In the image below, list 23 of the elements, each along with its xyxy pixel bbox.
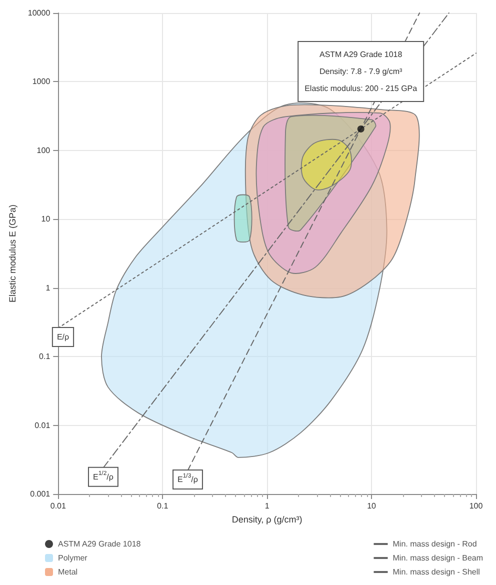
y-tick-label: 100 xyxy=(36,146,51,155)
y-axis-title: Elastic modulus E (GPa) xyxy=(8,204,18,303)
y-tick-label: 0.001 xyxy=(30,490,51,498)
y-tick-label: 0.1 xyxy=(39,352,51,362)
legend-label: ASTM A29 Grade 1018 xyxy=(58,540,142,548)
x-tick-label: 100 xyxy=(469,502,484,510)
x-tick-label: 0.1 xyxy=(157,502,169,510)
legend-label: Polymer xyxy=(58,554,88,562)
y-tick-label: 1 xyxy=(46,283,51,292)
x-tick-label: 10 xyxy=(367,502,377,510)
x-axis-title: Density, ρ (g/cm³) xyxy=(232,514,302,524)
legend-label: Min. mass design - Beam xyxy=(392,554,484,562)
y-tick-label: 10 xyxy=(41,214,51,224)
y-tick-label: 0.01 xyxy=(34,420,51,430)
x-tick-label: 0.01 xyxy=(50,502,66,510)
legend-label: Metal xyxy=(58,568,78,576)
y-tick-label: 10000 xyxy=(28,8,51,18)
annotation: E/ρ xyxy=(56,332,70,342)
y-tick-label: 1000 xyxy=(32,77,51,86)
annotation: ASTM A29 Grade 1018 Density: 7.8 - 7.9 g/cm³ Elastic modulus: 200 - 215 GPa xyxy=(304,50,418,94)
x-tick-label: 1 xyxy=(264,502,270,510)
legend-label: Min. mass design - Rod xyxy=(392,540,477,548)
legend-label: Min. mass design - Shell xyxy=(392,568,480,576)
